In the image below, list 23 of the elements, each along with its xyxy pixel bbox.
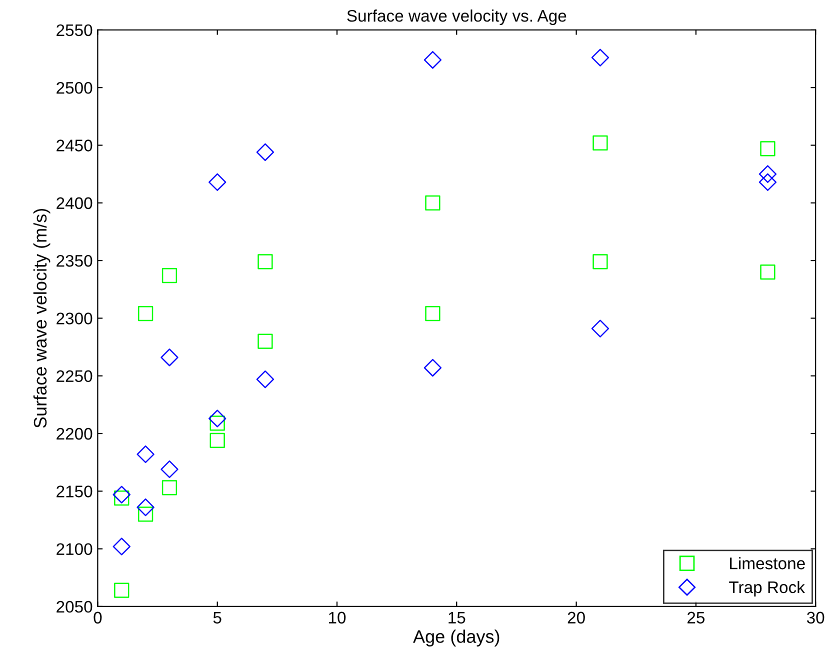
legend-label: Trap Rock: [729, 580, 805, 596]
x-tick-label: 20: [568, 612, 585, 624]
x-tick-label: 5: [213, 612, 222, 624]
chart-title: Surface wave velocity vs. Age: [347, 10, 566, 26]
legend-label: Limestone: [730, 557, 805, 570]
y-tick-label: 2300: [56, 312, 92, 324]
y-tick-label: 2250: [56, 370, 92, 382]
x-tick-label: 15: [448, 612, 466, 624]
x-axis-title: Age (days): [413, 630, 500, 646]
x-tick-label: 10: [329, 612, 346, 624]
y-tick-label: 2350: [56, 254, 92, 267]
y-tick-label: 2450: [56, 140, 92, 152]
x-tick-label: 0: [94, 612, 102, 624]
y-tick-label: 2050: [56, 600, 92, 613]
y-tick-label: 2500: [56, 82, 92, 94]
x-tick-label: 30: [806, 612, 824, 624]
y-tick-label: 2100: [56, 543, 92, 556]
y-tick-label: 2550: [56, 24, 92, 36]
y-tick-label: 2200: [56, 428, 92, 440]
y-tick-label: 2400: [56, 197, 92, 210]
x-tick-label: 25: [688, 612, 705, 624]
y-axis-title: Surface wave velocity (m/s): [33, 208, 50, 428]
y-tick-label: 2150: [56, 486, 92, 498]
